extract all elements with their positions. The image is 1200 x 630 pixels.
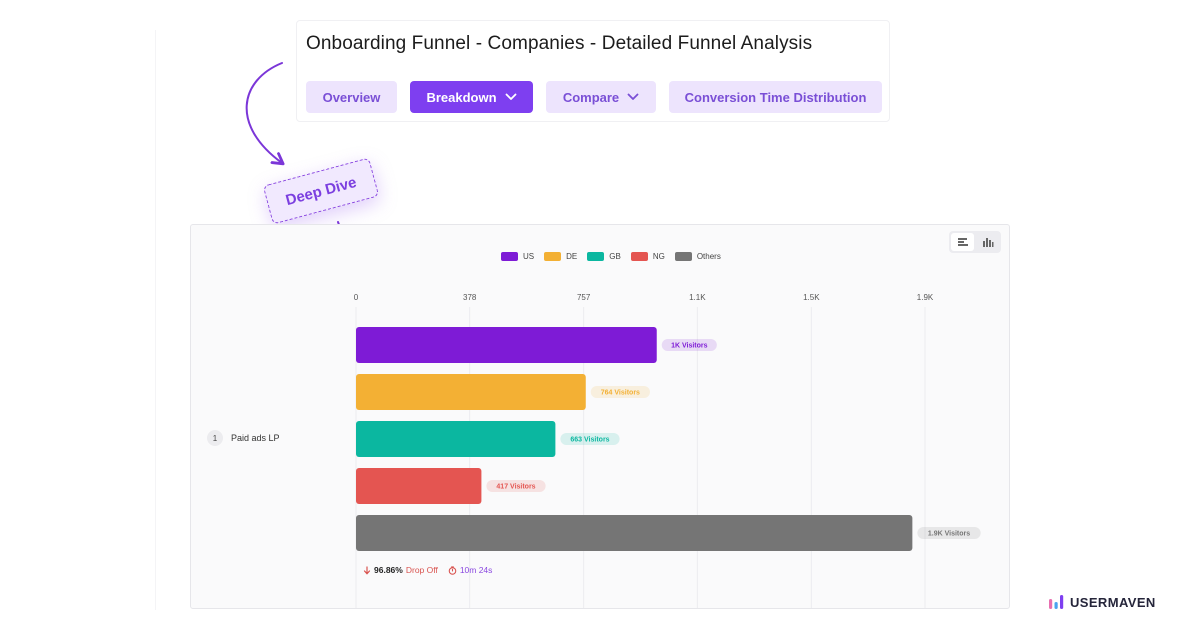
legend-swatch xyxy=(587,252,605,261)
legend-swatch xyxy=(501,252,518,261)
legend-item-ng[interactable]: NG xyxy=(630,252,665,261)
conversion-time-stat: 10m 24s xyxy=(448,565,493,575)
bar-value-pill xyxy=(486,480,546,492)
tab-overview[interactable]: Overview xyxy=(306,81,397,113)
x-tick-label: 0 xyxy=(354,293,359,302)
arrow-down-icon xyxy=(363,565,371,575)
bar-others xyxy=(356,515,913,551)
tab-compare[interactable]: Compare xyxy=(546,81,656,113)
bar-value-pill xyxy=(560,433,620,445)
chevron-down-icon xyxy=(627,93,639,100)
bar-value-pill xyxy=(917,527,981,539)
tab-breakdown[interactable]: Breakdown xyxy=(410,81,533,113)
legend-label: DE xyxy=(566,252,578,261)
horizontal-bar-view-button[interactable] xyxy=(951,233,974,251)
x-tick-label: 1.5K xyxy=(803,293,820,302)
legend-swatch xyxy=(544,252,562,261)
legend-item-us[interactable]: US xyxy=(501,252,534,261)
x-tick-label: 1.9K xyxy=(917,293,934,302)
funnel-step-label: 1 Paid ads LP xyxy=(207,430,280,446)
horizontal-bars-icon xyxy=(957,238,968,246)
step-footer-stats: 96.86% Drop Off 10m 24s xyxy=(363,565,492,575)
arrow-to-deep-dive xyxy=(245,62,285,166)
brand-logo: USERMAVEN xyxy=(1048,594,1156,610)
tab-label: Overview xyxy=(322,89,381,105)
bar-value-label: 764 Visitors xyxy=(601,390,640,397)
stopwatch-icon xyxy=(448,565,457,575)
tab-conversion-time-distribution[interactable]: Conversion Time Distribution xyxy=(669,81,882,113)
step-name: Paid ads LP xyxy=(231,433,280,443)
legend-label: Others xyxy=(696,252,721,261)
view-toggle xyxy=(949,231,1001,253)
tab-label: Compare xyxy=(562,89,620,105)
header-card: Onboarding Funnel - Companies - Detailed… xyxy=(296,20,890,122)
bar-value-label: 1.9K Visitors xyxy=(928,531,970,538)
tab-label: Breakdown xyxy=(426,89,497,105)
chart-legend: US DE GB NG Others xyxy=(501,252,721,261)
legend-label: NG xyxy=(652,252,665,261)
tab-label: Conversion Time Distribution xyxy=(684,89,867,105)
deep-dive-label: Deep Dive xyxy=(283,173,359,209)
bar-value-pill xyxy=(590,386,650,398)
x-tick-label: 757 xyxy=(577,293,591,302)
x-tick-label: 1.1K xyxy=(689,293,706,302)
step-number: 1 xyxy=(207,430,223,446)
vertical-bar-view-button[interactable] xyxy=(976,233,999,251)
legend-item-gb[interactable]: GB xyxy=(587,252,621,261)
bar-us xyxy=(356,327,657,363)
conversion-time-value: 10m 24s xyxy=(459,565,493,575)
bar-gb xyxy=(356,421,556,457)
drop-off-stat: 96.86% Drop Off xyxy=(363,565,438,575)
drop-off-percent: 96.86% xyxy=(374,565,403,575)
chart-panel: US DE GB NG Others 0 378 757 1.1K 1.5K 1.9K 1K… xyxy=(190,224,1010,609)
x-tick-label: 378 xyxy=(463,293,477,302)
bar-value-label: 417 Visitors xyxy=(496,484,535,491)
funnel-bar-chart: 0 378 757 1.1K 1.5K 1.9K 1K Visitors 764 Visito… xyxy=(354,293,981,608)
bar-de xyxy=(356,374,586,410)
bar-value-label: 1K Visitors xyxy=(671,343,708,350)
bar-value-pill xyxy=(661,339,717,351)
background-edge xyxy=(155,30,156,610)
legend-item-de[interactable]: DE xyxy=(544,252,577,261)
legend-swatch xyxy=(630,252,648,261)
vertical-bars-icon xyxy=(982,238,993,247)
page-title: Onboarding Funnel - Companies - Detailed… xyxy=(306,33,813,54)
bar-value-label: 663 Visitors xyxy=(570,437,609,444)
legend-label: US xyxy=(523,252,535,261)
usermaven-logo-icon xyxy=(1049,595,1064,609)
brand-name: USERMAVEN xyxy=(1070,594,1156,610)
drop-off-label: Drop Off xyxy=(405,565,438,575)
legend-item-others[interactable]: Others xyxy=(674,252,721,261)
legend-label: GB xyxy=(609,252,621,261)
chevron-down-icon xyxy=(505,93,516,100)
bar-ng xyxy=(356,468,482,504)
legend-swatch xyxy=(674,252,692,261)
deep-dive-callout: Deep Dive xyxy=(262,157,380,225)
